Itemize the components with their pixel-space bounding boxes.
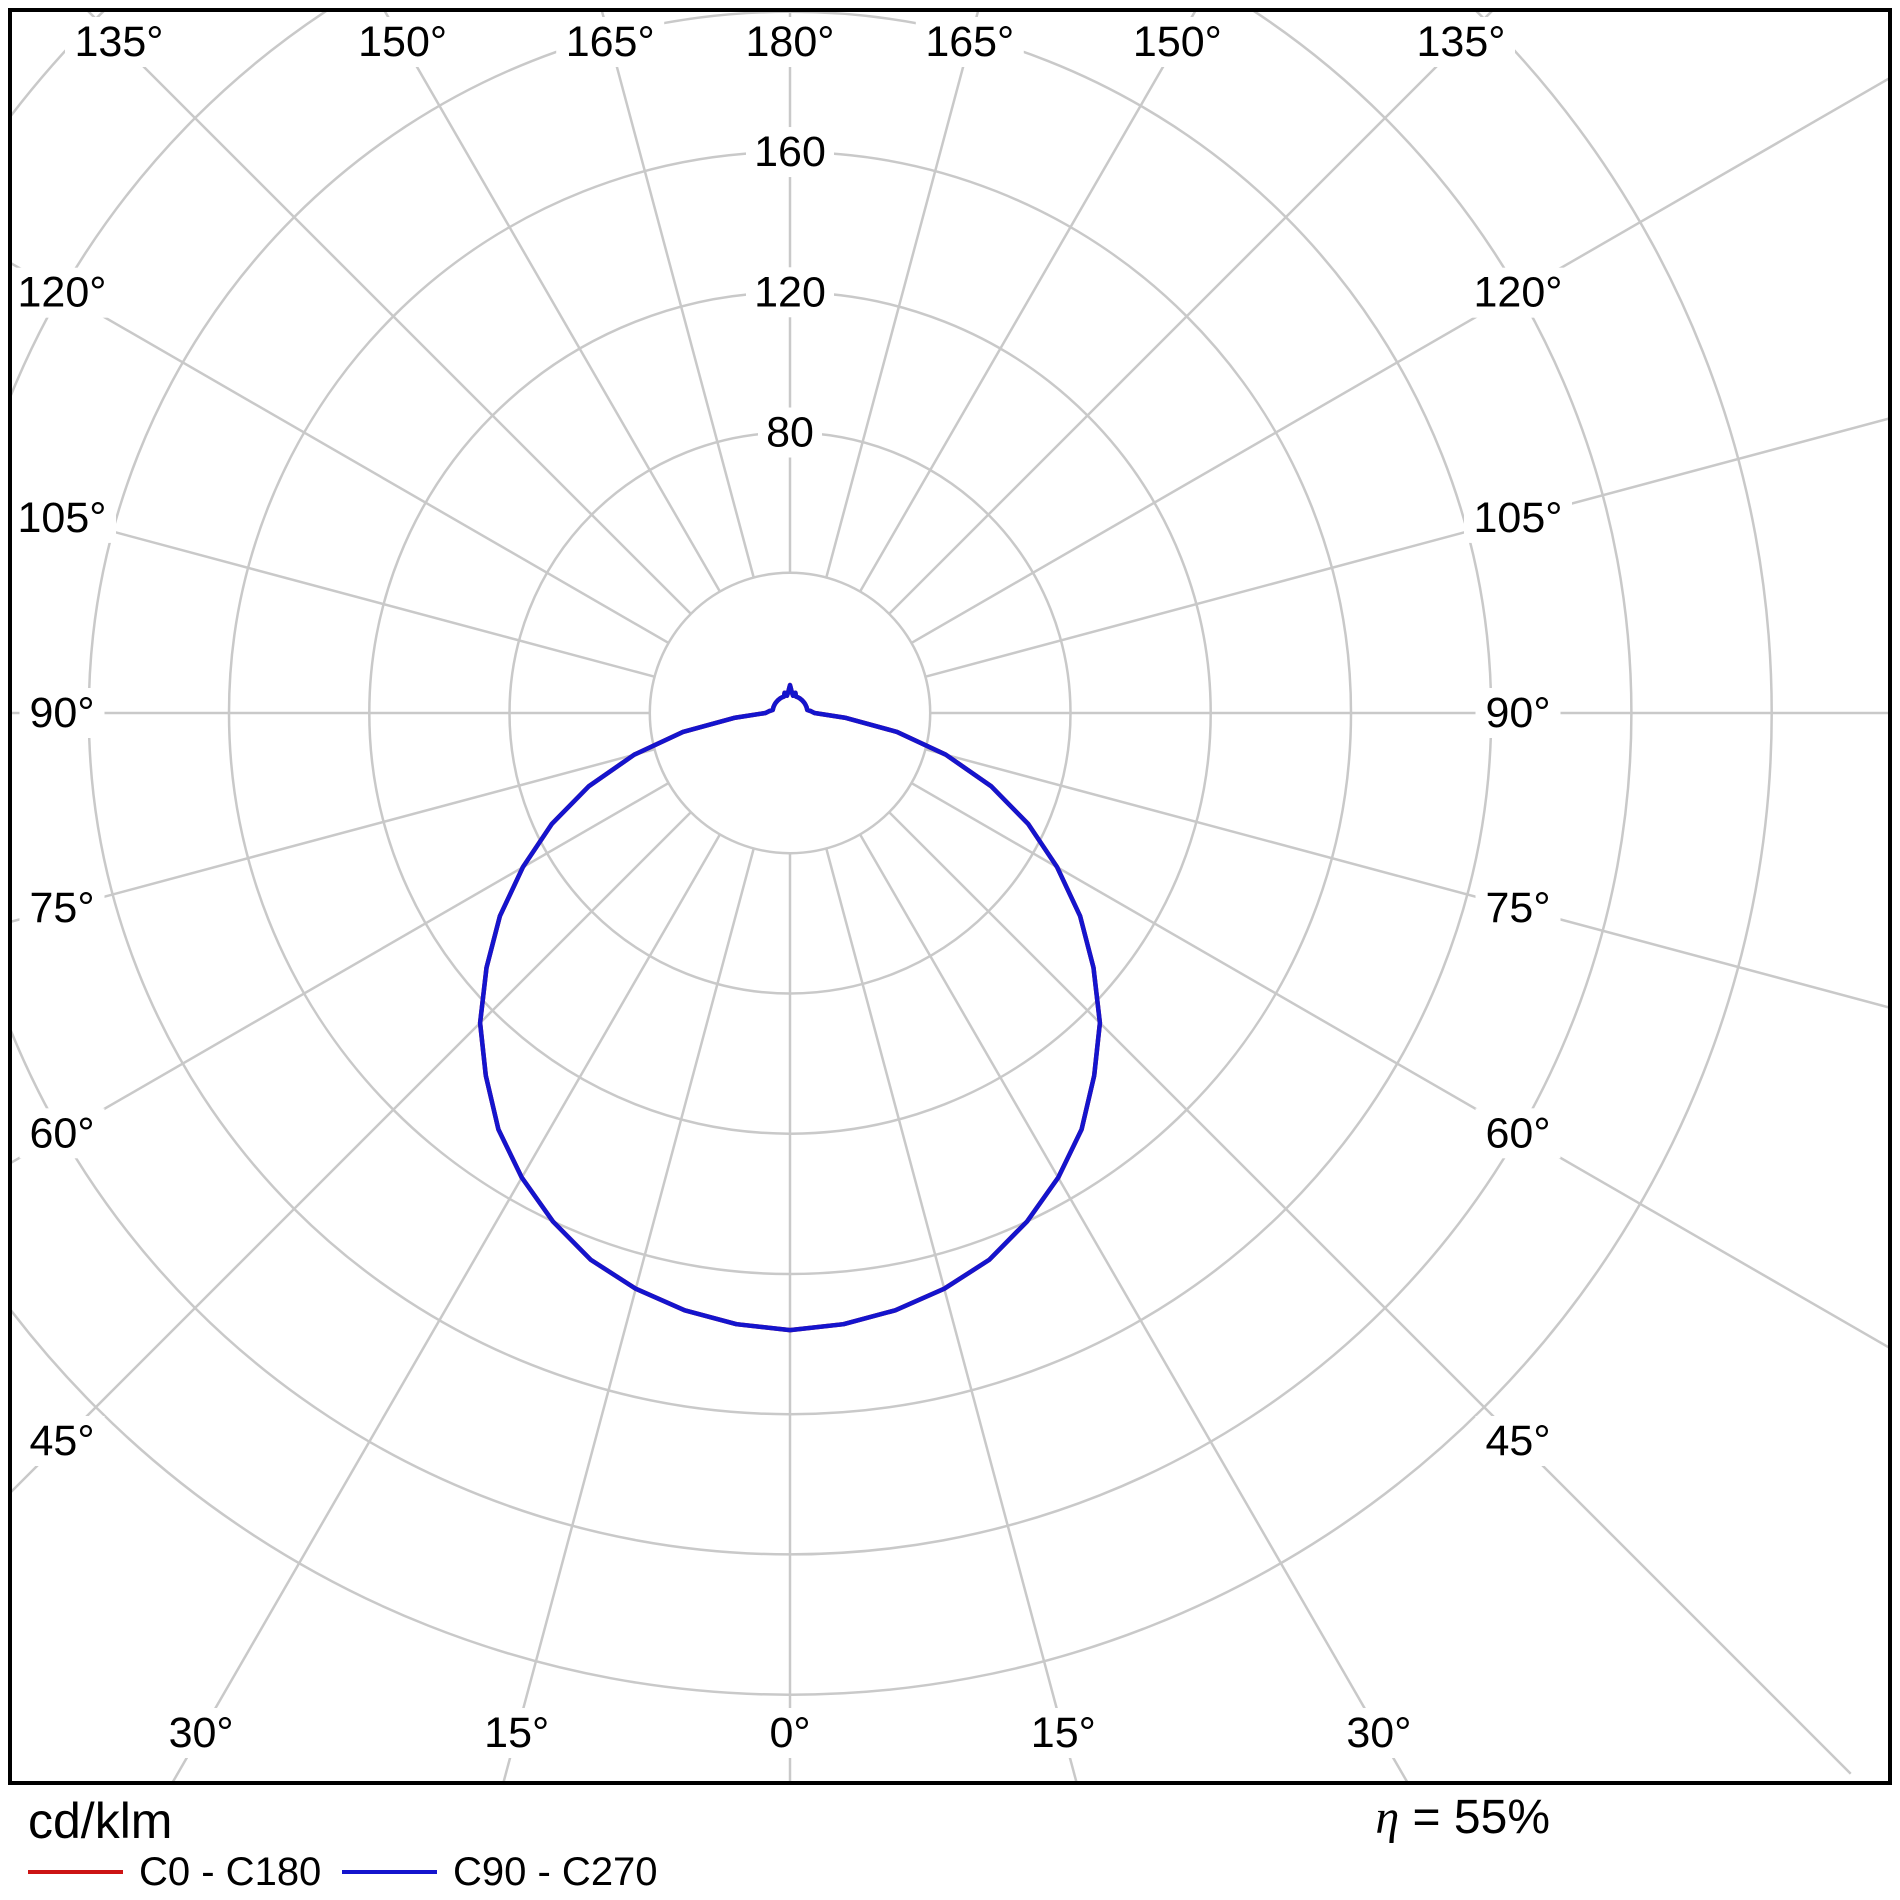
angle-tick-label: 15° (484, 1709, 549, 1757)
angle-tick-label: 30° (1346, 1709, 1411, 1757)
angle-tick-label: 0° (769, 1709, 810, 1757)
legend: C0 - C180 C90 - C270 (0, 1846, 1900, 1898)
angle-tick-label-bg (1123, 17, 1232, 67)
grid-spoke (888, 12, 1493, 615)
grid-spoke (383, 12, 721, 593)
angle-tick-label-bg (19, 688, 105, 738)
angle-tick-label-bg (1464, 267, 1572, 318)
angle-tick-label-bg (348, 17, 457, 67)
angle-tick-label: 105° (1474, 494, 1563, 542)
grid-spoke (888, 811, 1852, 1775)
angle-tick-label: 60° (1485, 1109, 1550, 1157)
grid-spoke (12, 262, 670, 644)
grid-spoke (925, 417, 1888, 678)
angle-tick-label: 120° (1474, 269, 1563, 317)
grid-ring (12, 12, 1633, 1556)
angle-tick-label: 180° (746, 18, 835, 66)
legend-swatch-c0-c180-line (28, 1870, 123, 1874)
angle-tick-label: 120° (18, 269, 107, 317)
grid-spoke (171, 833, 721, 1781)
angle-tick-label: 90° (1485, 689, 1550, 737)
angle-tick-label: 135° (75, 18, 164, 66)
unit-label: cd/klm (28, 1793, 173, 1849)
legend-item-c0-c180: C0 - C180 (28, 1846, 321, 1898)
angle-tick-label: 165° (566, 18, 655, 66)
angle-tick-label: 45° (1485, 1417, 1550, 1465)
curve-c90-c270 (477, 682, 1103, 1333)
angle-tick-label-bg (1475, 688, 1561, 738)
angle-tick-label: 90° (29, 689, 94, 737)
ring-tick-label: 80 (766, 409, 814, 457)
grid-spoke (502, 848, 755, 1781)
angle-tick-label-bg (556, 17, 665, 67)
ring-tick-label: 160 (754, 128, 826, 176)
angle-tick-label-bg (474, 1708, 560, 1758)
legend-label-c0-c180: C0 - C180 (139, 1849, 322, 1894)
grid-spoke (859, 833, 1409, 1781)
angle-tick-label: 45° (29, 1417, 94, 1465)
ring-tick-label: 120 (754, 268, 826, 316)
legend-label-c90-c270: C90 - C270 (453, 1849, 658, 1894)
grid-spoke (825, 12, 980, 578)
angle-tick-label-bg (8, 267, 116, 318)
angle-tick-label-bg (19, 1416, 105, 1466)
grid-spoke (12, 811, 692, 1493)
ring-tick-label-bg (758, 407, 822, 458)
angle-tick-label-bg (1020, 1708, 1106, 1758)
angle-tick-label-bg (1407, 17, 1515, 67)
angle-tick-label-bg (65, 17, 173, 67)
angle-tick-label-bg (1336, 1708, 1422, 1758)
angle-tick-label: 30° (169, 1709, 234, 1757)
angle-tick-label-bg (1475, 1416, 1561, 1466)
angle-tick-label-bg (759, 1708, 821, 1758)
angle-tick-label-bg (736, 17, 844, 67)
angle-tick-label: 105° (18, 494, 107, 542)
angle-tick-label: 135° (1417, 18, 1506, 66)
angle-tick-label-bg (1475, 883, 1561, 934)
angle-tick-label: 75° (29, 884, 94, 932)
angle-tick-label-bg (158, 1708, 244, 1758)
angle-tick-label: 15° (1031, 1709, 1096, 1757)
grid-spoke (925, 748, 1888, 1009)
angle-tick-label: 165° (925, 18, 1014, 66)
angle-tick-label-bg (19, 1108, 105, 1159)
angle-tick-label-bg (915, 17, 1024, 67)
grid-spoke (825, 848, 1078, 1781)
angle-tick-label-bg (1464, 492, 1572, 543)
ring-tick-label-bg (746, 267, 834, 318)
grid-spoke (12, 503, 655, 678)
grid-spoke (600, 12, 755, 578)
grid-ring (648, 571, 932, 855)
intensity-curves (477, 682, 1103, 1333)
grid-spoke (12, 748, 655, 923)
angle-tick-label: 150° (1133, 18, 1222, 66)
grid-spoke (87, 12, 692, 615)
angle-tick-label: 150° (358, 18, 447, 66)
angle-tick-label: 60° (29, 1109, 94, 1157)
legend-item-c90-c270: C90 - C270 (342, 1846, 658, 1898)
legend-swatch-c90-c270-line (342, 1870, 437, 1874)
angle-tick-label-bg (8, 492, 116, 543)
chart-frame (8, 8, 1892, 1785)
grid-spoke (859, 12, 1197, 593)
angle-tick-label-bg (1475, 1108, 1561, 1159)
angle-tick-label-bg (19, 883, 105, 934)
angle-tick-label: 75° (1485, 884, 1550, 932)
ring-tick-label-bg (746, 127, 834, 178)
efficiency-label: η = 55% (1375, 1791, 1550, 1844)
